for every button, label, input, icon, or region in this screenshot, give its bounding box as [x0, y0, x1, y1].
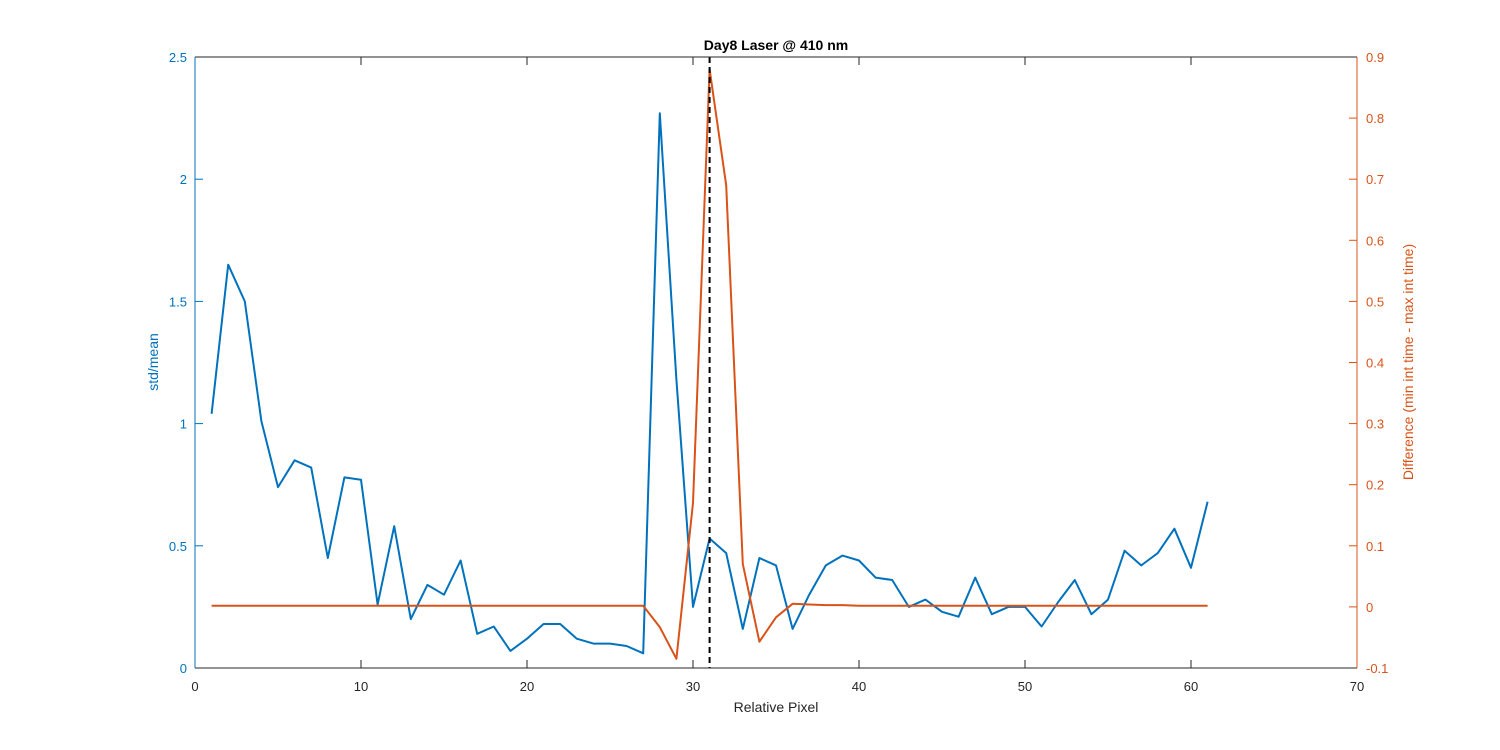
y-left-tick-label: 0 [180, 661, 187, 676]
x-tick-label: 20 [520, 679, 534, 694]
chart-title: Day8 Laser @ 410 nm [704, 37, 848, 53]
y-axis-left-title: std/mean [145, 333, 161, 391]
y-right-tick-label: 0.4 [1366, 356, 1384, 371]
y-right-tick-label: -0.1 [1366, 661, 1388, 676]
y-right-tick-label: 0.3 [1366, 417, 1384, 432]
y-right-tick-label: 0.5 [1366, 294, 1384, 309]
x-tick-label: 10 [354, 679, 368, 694]
y-axis-right-title: Difference (min int time - max int time) [1400, 244, 1416, 480]
y-left-tick-label: 2.5 [169, 50, 187, 65]
x-tick-label: 40 [852, 679, 866, 694]
x-tick-label: 50 [1018, 679, 1032, 694]
y-right-tick-label: 0.8 [1366, 111, 1384, 126]
y-right-tick-label: 0.2 [1366, 478, 1384, 493]
y-right-tick-label: 0 [1366, 600, 1373, 615]
x-axis-title: Relative Pixel [734, 699, 819, 715]
plot-area [195, 57, 1357, 668]
y-left-tick-label: 1.5 [169, 294, 187, 309]
y-right-tick-label: 0.9 [1366, 50, 1384, 65]
y-right-tick-label: 0.1 [1366, 539, 1384, 554]
x-tick-label: 60 [1184, 679, 1198, 694]
y-left-tick-label: 2 [180, 172, 187, 187]
x-tick-label: 30 [686, 679, 700, 694]
x-tick-label: 0 [191, 679, 198, 694]
y-left-tick-label: 1 [180, 417, 187, 432]
y-left-tick-label: 0.5 [169, 539, 187, 554]
y-right-tick-label: 0.7 [1366, 172, 1384, 187]
x-tick-label: 70 [1350, 679, 1364, 694]
y-right-tick-label: 0.6 [1366, 233, 1384, 248]
